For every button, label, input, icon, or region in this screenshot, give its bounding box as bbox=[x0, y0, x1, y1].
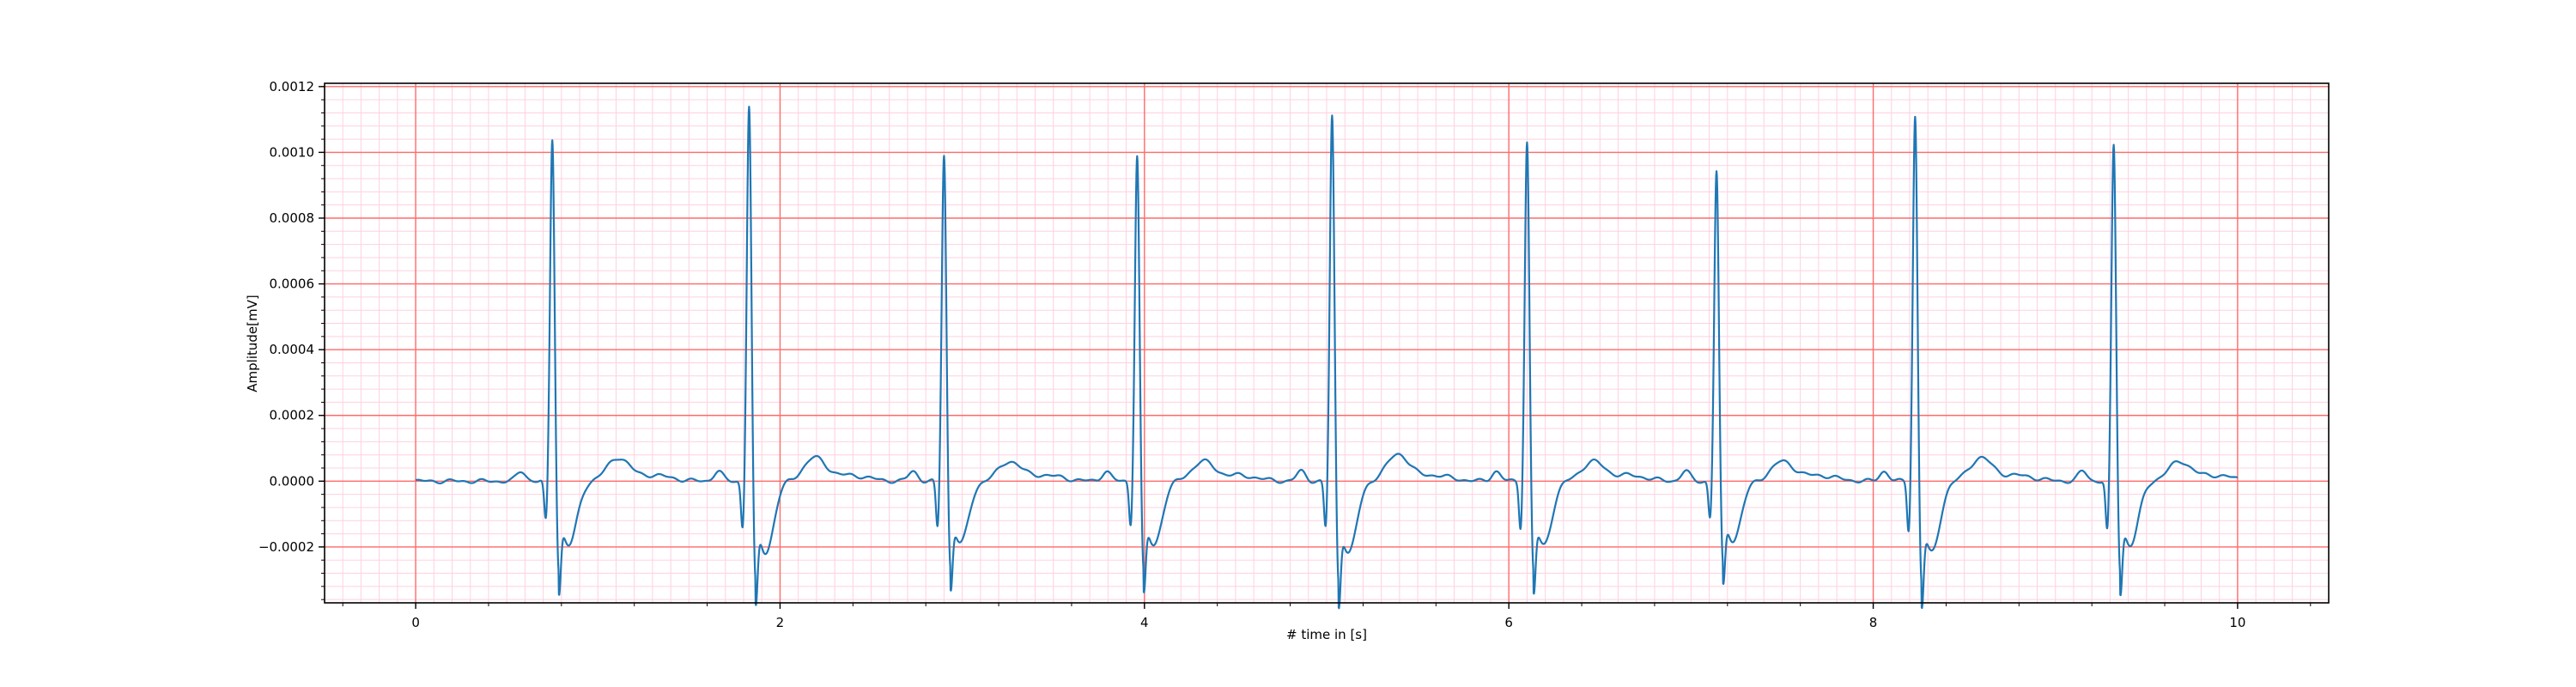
ecg-series-line bbox=[415, 106, 2239, 610]
y-tick-label: 0.0010 bbox=[270, 144, 315, 160]
x-tick-label: 4 bbox=[1140, 615, 1149, 630]
y-tick-label: 0.0000 bbox=[270, 473, 315, 489]
x-axis-label: # time in [s] bbox=[1286, 627, 1367, 642]
x-tick-label: 6 bbox=[1504, 615, 1513, 630]
x-tick-label: 10 bbox=[2229, 615, 2245, 630]
plot-frame bbox=[324, 82, 2330, 604]
y-tick-label: 0.0002 bbox=[270, 408, 315, 423]
y-tick-label: 0.0012 bbox=[270, 79, 315, 94]
x-tick-label: 2 bbox=[776, 615, 785, 630]
y-tick-labels: −0.0002 0.0000 0.0002 0.0004 0.0006 0.0008 0.0… bbox=[258, 79, 314, 555]
y-tick-label: 0.0004 bbox=[270, 342, 315, 357]
y-tick-label: 0.0008 bbox=[270, 210, 315, 226]
x-tick-label: 8 bbox=[1869, 615, 1878, 630]
x-tick-label: 0 bbox=[411, 615, 420, 630]
x-tick-labels: 0 2 4 6 8 10 bbox=[411, 615, 2245, 630]
y-tick-label: 0.0006 bbox=[270, 277, 315, 292]
axis-ticks bbox=[319, 86, 2312, 609]
y-tick-label: −0.0002 bbox=[258, 539, 314, 555]
y-axis-label: Amplitude[mV] bbox=[245, 295, 260, 392]
